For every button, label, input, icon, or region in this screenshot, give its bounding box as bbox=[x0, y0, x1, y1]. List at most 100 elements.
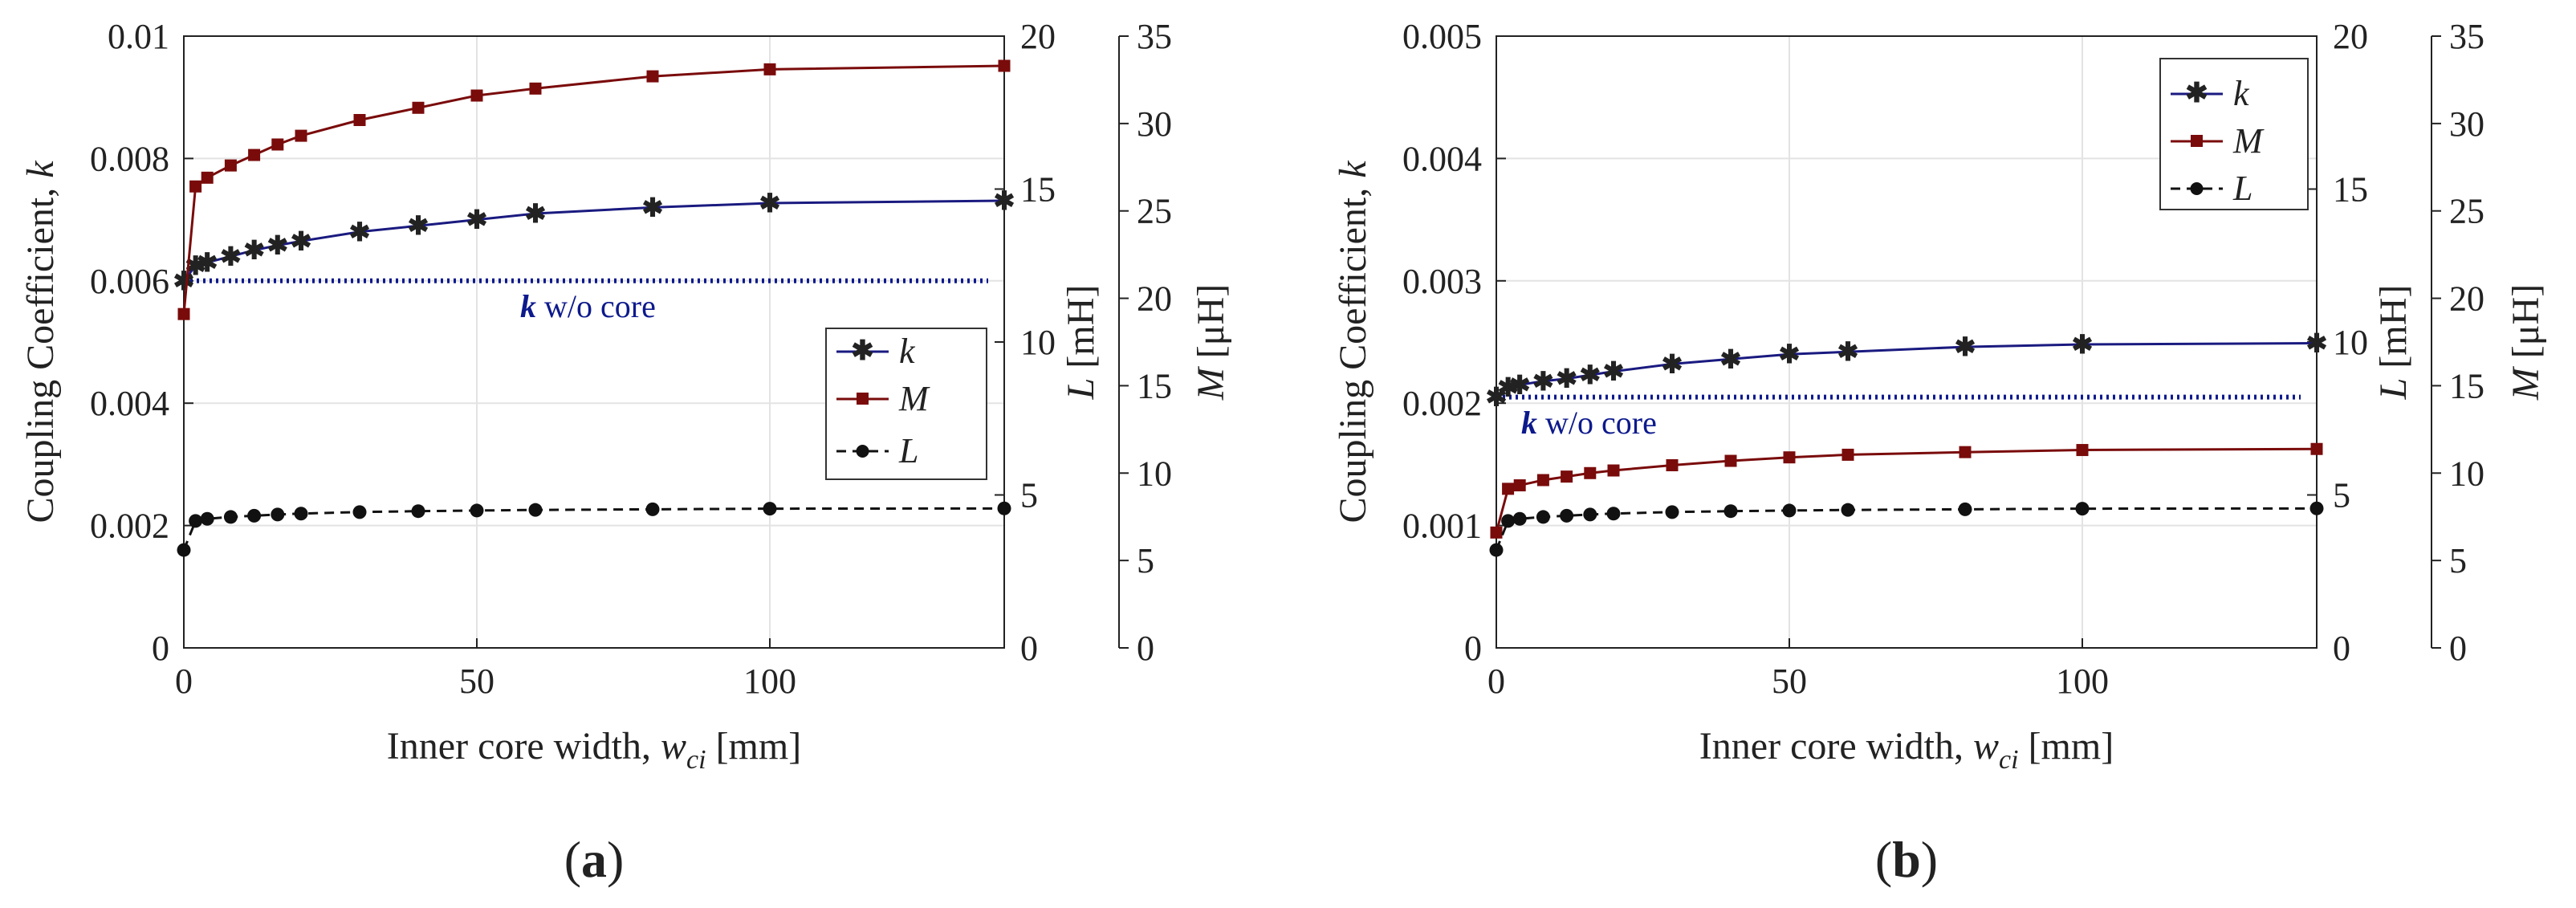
panel-b-x-tick-label: 0 bbox=[1487, 662, 1505, 701]
panel-b-x-label: Inner core width, wci [mm] bbox=[1699, 725, 2114, 775]
panel-a-point-k: ✱ bbox=[642, 193, 664, 222]
panel-a-point-m bbox=[412, 101, 425, 114]
panel-a-left-tick-label: 0.004 bbox=[90, 384, 169, 423]
panel-a-x-tick-label: 100 bbox=[743, 662, 796, 701]
panel-a-point-l bbox=[763, 502, 777, 516]
panel-b-left-tick-label: 0.001 bbox=[1402, 507, 1482, 546]
panel-b-m-tick-label: 10 bbox=[2449, 454, 2484, 493]
panel-a-legend-k-label: k bbox=[899, 332, 916, 371]
panel-b-point-k: ✱ bbox=[2072, 330, 2094, 359]
panel-b-point-l bbox=[1489, 543, 1504, 557]
panel-a-m-tick-label: 15 bbox=[1137, 366, 1172, 405]
panel-b-series-k-line bbox=[1496, 342, 2318, 398]
panel-a-point-m bbox=[646, 70, 659, 83]
panel-a-left-tick-label: 0.002 bbox=[90, 507, 169, 546]
panel-a-label: (a) bbox=[564, 831, 625, 888]
panel-a-l-tick-label: 15 bbox=[1020, 170, 1056, 210]
panel-b-l-tick-label: 20 bbox=[2333, 17, 2368, 56]
panel-a-point-k: ✱ bbox=[173, 267, 195, 295]
panel-a-point-m bbox=[201, 171, 214, 184]
panel-a-series: ✱✱✱ ✱ ✱ ✱ ✱ ✱ ✱ ✱ ✱ ✱ ✱ ✱ bbox=[173, 59, 1015, 557]
panel-a-m-tick-label: 35 bbox=[1137, 17, 1172, 56]
panel-a-point-k: ✱ bbox=[220, 242, 242, 271]
panel-b-point-l bbox=[2075, 502, 2090, 516]
panel-b-point-k: ✱ bbox=[1579, 360, 1601, 389]
panel-a-series-k-line bbox=[182, 199, 1005, 282]
panel-a-point-k: ✱ bbox=[243, 236, 265, 265]
panel-b-point-l bbox=[1782, 503, 1797, 518]
panel-b-series: ✱✱✱ ✱ ✱ ✱ ✱ ✱ ✱ ✱ ✱ ✱ ✱ ✱ bbox=[1486, 329, 2327, 557]
panel-b-point-m bbox=[1724, 454, 1737, 467]
panel-b-point-k: ✱ bbox=[1779, 340, 1801, 368]
panel-b-point-k: ✱ bbox=[1662, 349, 1683, 378]
panel-a-l-axis-label: L [mH] bbox=[1060, 285, 1102, 401]
panel-b-point-m bbox=[1502, 483, 1515, 495]
panel-a-point-k: ✱ bbox=[525, 199, 547, 228]
panel-b-point-l bbox=[1723, 504, 1738, 519]
panel-a-legend: ✱ k M L bbox=[825, 328, 987, 480]
panel-a-point-l bbox=[271, 507, 285, 522]
panel-a-m-axis-label: M [μH] bbox=[1190, 284, 1232, 401]
panel-a-legend-l-marker bbox=[856, 445, 869, 458]
panel-a-m-tick-label: 30 bbox=[1137, 104, 1172, 144]
panel-b-l-axis-label: L [mH] bbox=[2372, 285, 2415, 401]
panel-b-m-tick-label: 15 bbox=[2449, 366, 2484, 405]
panel-a-point-m bbox=[248, 149, 261, 161]
panel-b-left-tick-label: 0.002 bbox=[1402, 384, 1482, 423]
panel-a-point-m bbox=[763, 63, 776, 75]
panel-b-left-tick-label: 0.005 bbox=[1402, 17, 1482, 56]
panel-b-m-tick-label: 25 bbox=[2449, 192, 2484, 231]
panel-a-m-tick-label: 20 bbox=[1137, 279, 1172, 319]
panel-b-point-l bbox=[1501, 514, 1516, 528]
panel-a-left-y-label: Coupling Coefficient, k bbox=[19, 160, 62, 523]
panel-b-point-l bbox=[1583, 507, 1597, 522]
panel-b-legend-box bbox=[2159, 58, 2309, 210]
panel-b-legend-k-marker: ✱ bbox=[2185, 79, 2208, 108]
panel-b-point-l bbox=[1958, 502, 1972, 516]
panel-a-point-m bbox=[189, 180, 202, 193]
panel-a-legend-m-label: M bbox=[898, 379, 930, 418]
panel-a-left-tick-label: 0.01 bbox=[108, 17, 169, 56]
panel-a-point-l bbox=[645, 502, 660, 516]
panel-a-point-m bbox=[529, 82, 542, 95]
panel-a-ticks: 0 0.002 0.004 0.006 0.008 0.01 0 50 100 0 5 10 15 20 0… bbox=[90, 17, 1172, 701]
panel-b-point-m bbox=[1513, 479, 1526, 492]
panel-b-point-k: ✱ bbox=[1556, 364, 1577, 393]
panel-b-left-tick-label: 0.004 bbox=[1402, 139, 1482, 178]
panel-a-point-l bbox=[247, 508, 262, 523]
panel-b-point-k: ✱ bbox=[1509, 370, 1531, 399]
panel-b-l-tick-label: 15 bbox=[2333, 170, 2368, 210]
panel-a-point-l bbox=[177, 543, 191, 557]
panel-a-point-m bbox=[470, 89, 483, 102]
panel-b-point-l bbox=[1512, 511, 1527, 526]
panel-a-legend-m-marker bbox=[857, 393, 869, 405]
panel-b-point-m bbox=[1561, 470, 1573, 483]
panel-a-legend-l-label: L bbox=[898, 431, 918, 470]
panel-a-point-l bbox=[997, 501, 1011, 515]
panel-b-m-tick-label: 0 bbox=[2449, 629, 2467, 668]
panel-b-legend-m-marker bbox=[2191, 135, 2203, 147]
panel-b-m-tick-label: 30 bbox=[2449, 104, 2484, 144]
panel-b-series-m-line bbox=[1495, 447, 2318, 533]
panel-a-x-tick-label: 0 bbox=[175, 662, 193, 701]
panel-b-point-l bbox=[1560, 508, 1574, 523]
panel-a-point-l bbox=[470, 503, 484, 518]
panel-b-legend-l-label: L bbox=[2232, 169, 2252, 208]
panel-b-point-l bbox=[1665, 505, 1679, 519]
panel-b-point-m bbox=[1841, 448, 1854, 461]
panel-b-m-tick-label: 20 bbox=[2449, 279, 2484, 319]
panel-b-legend-k-label: k bbox=[2233, 74, 2250, 113]
panel-b-m-tick-label: 35 bbox=[2449, 17, 2484, 56]
panel-b-left-tick-label: 0 bbox=[1464, 629, 1482, 668]
panel-b-point-k: ✱ bbox=[1720, 344, 1742, 373]
panel-a-point-k: ✱ bbox=[291, 226, 312, 255]
panel-a-m-tick-label: 5 bbox=[1137, 541, 1154, 580]
panel-b-left-y-label: Coupling Coefficient, k bbox=[1332, 160, 1374, 523]
panel-a-point-k: ✱ bbox=[759, 189, 781, 218]
panel-a-l-tick-label: 10 bbox=[1020, 323, 1056, 362]
panel-b-point-l bbox=[1536, 510, 1550, 524]
panel-a-series-m-line bbox=[182, 64, 1005, 315]
panel-a-point-m bbox=[271, 138, 284, 151]
panel-a-m-tick-label: 0 bbox=[1137, 629, 1154, 668]
